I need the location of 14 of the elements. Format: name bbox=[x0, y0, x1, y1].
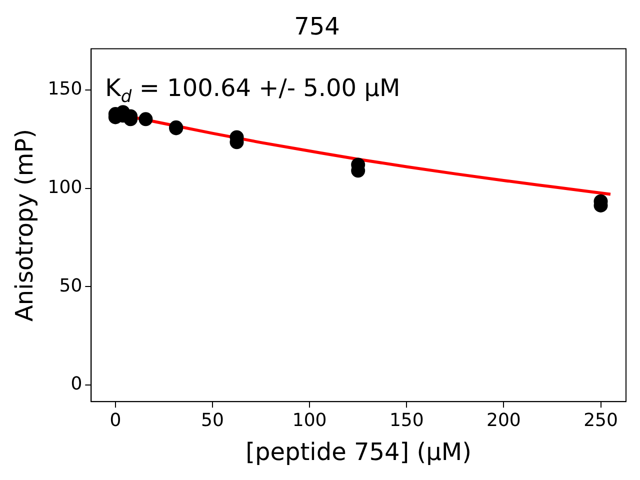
y-axis-title: Anisotropy (mP) bbox=[10, 128, 39, 322]
y-tick-label: 50 bbox=[59, 275, 82, 296]
x-tick-label: 250 bbox=[584, 410, 618, 432]
x-tick-label: 50 bbox=[201, 410, 224, 432]
y-tick-label: 100 bbox=[48, 177, 82, 198]
point bbox=[138, 112, 153, 126]
chart-title: 754 bbox=[294, 12, 340, 41]
x-tick-label: 150 bbox=[389, 410, 424, 432]
x-tick-label: 0 bbox=[110, 410, 122, 432]
x-tick-label: 200 bbox=[486, 410, 521, 432]
y-tick-label: 0 bbox=[70, 374, 82, 395]
y-tick-label: 150 bbox=[48, 78, 82, 100]
x-axis-title: [peptide 754] (μM) bbox=[246, 438, 472, 466]
x-tick-label: 100 bbox=[292, 410, 327, 432]
